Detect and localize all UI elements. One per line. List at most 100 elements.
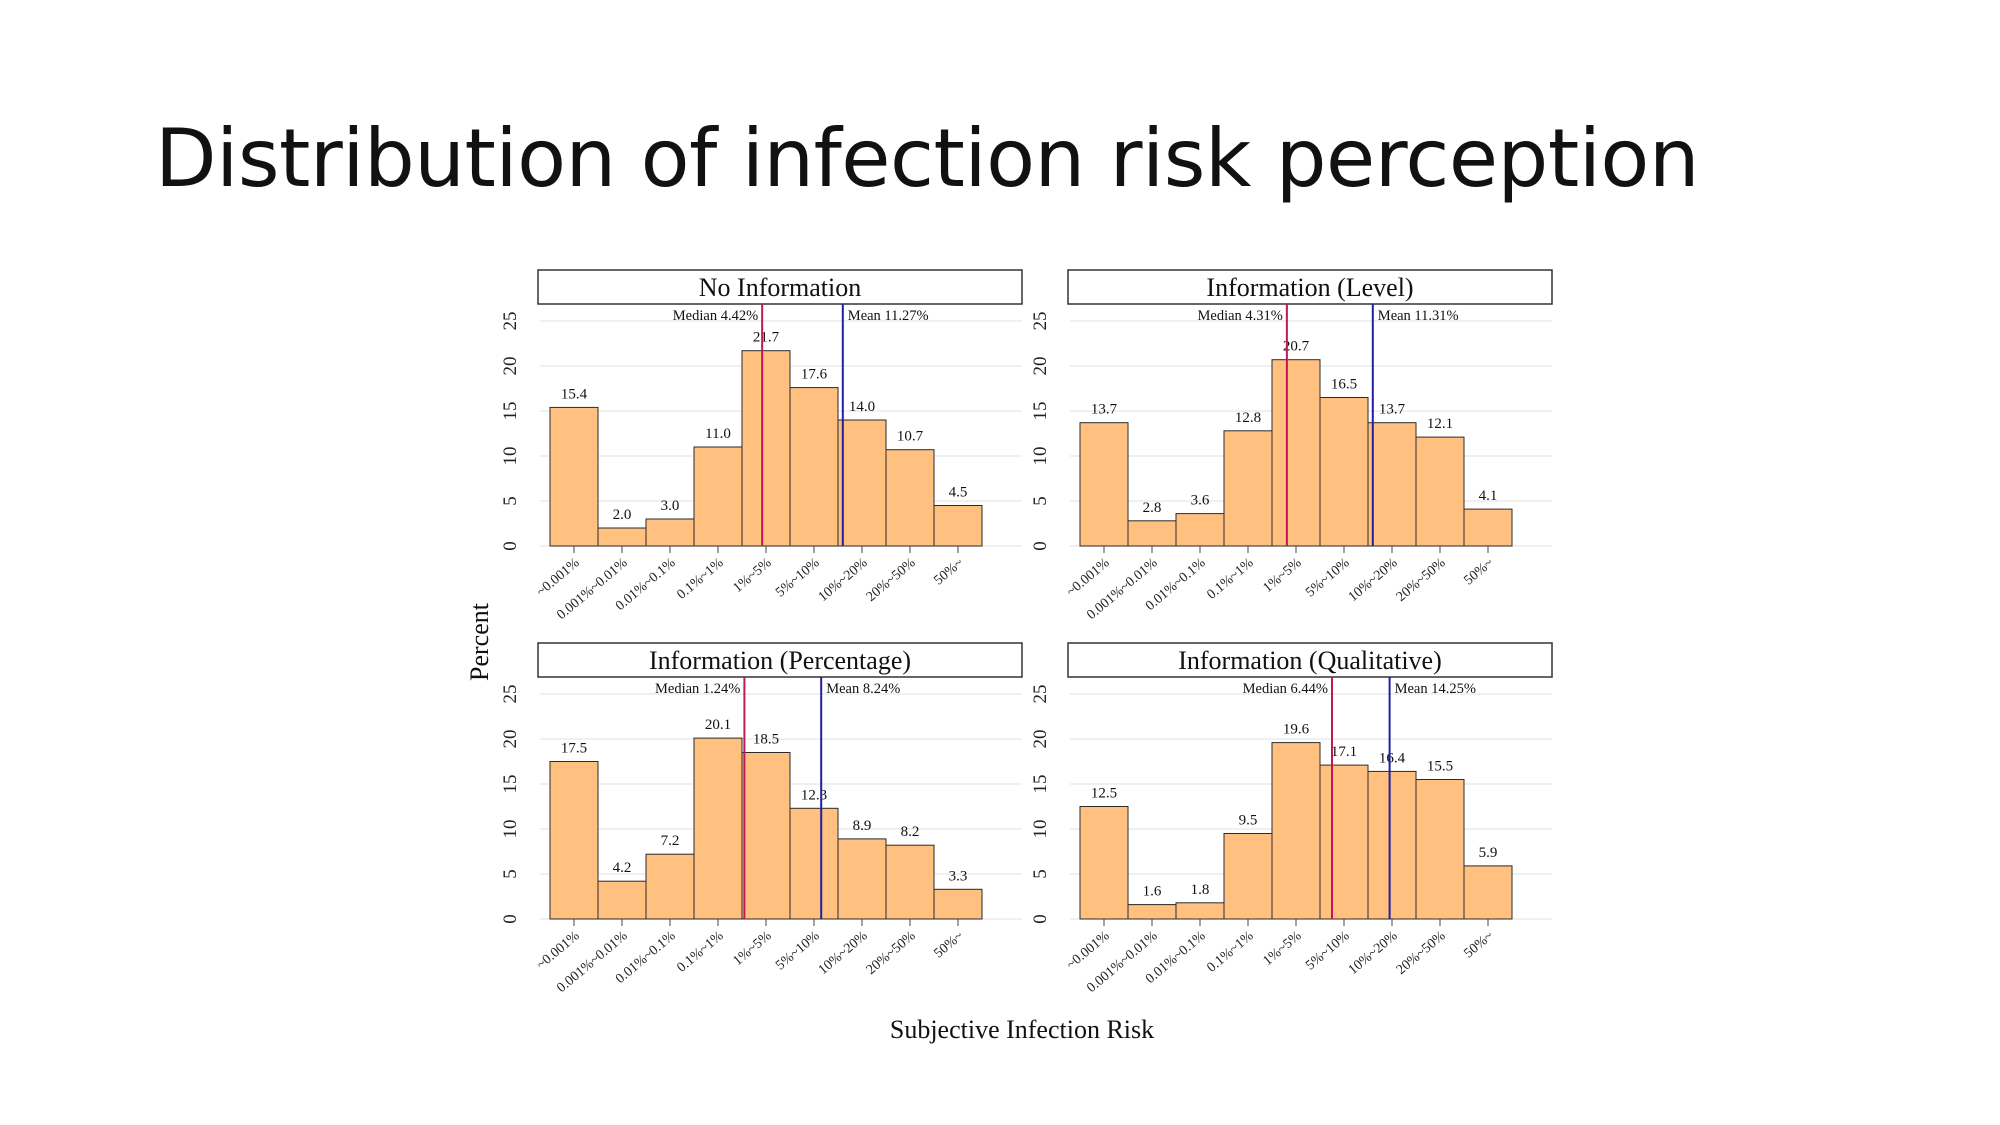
bar-value-label: 2.8 [1143, 500, 1162, 516]
bar [933, 505, 983, 547]
bar-value-label: 3.3 [949, 868, 968, 884]
bar [549, 761, 599, 920]
bar [837, 838, 887, 920]
x-tick-label: 0.1%~1% [674, 555, 726, 602]
panel-title: Information (Qualitative) [1178, 646, 1442, 675]
bar [1463, 508, 1513, 547]
bar [1463, 865, 1513, 920]
x-tick-label: 20%~50% [864, 555, 919, 605]
y-tick-label: 25 [500, 312, 521, 331]
bar [1415, 436, 1465, 547]
y-tick-label: 15 [1030, 402, 1051, 421]
x-tick-label: 0.1%~1% [1204, 555, 1256, 602]
y-tick-label: 20 [1030, 730, 1051, 749]
bar [1223, 833, 1273, 920]
bar-value-label: 17.5 [561, 741, 587, 757]
bar [1223, 430, 1273, 547]
bar-value-label: 13.7 [1379, 402, 1406, 418]
bar [693, 737, 743, 920]
bar [1367, 770, 1417, 920]
bar-value-label: 20.7 [1283, 339, 1310, 355]
panel-2: Information (Level)051015202513.7~0.001%… [1030, 269, 1553, 623]
y-tick-label: 10 [500, 820, 521, 839]
x-tick-label: 0.1%~1% [674, 928, 726, 975]
bar-value-label: 10.7 [897, 429, 924, 445]
bar [645, 518, 695, 547]
x-tick-label: 1%~5% [1261, 928, 1305, 969]
y-tick-label: 20 [500, 357, 521, 376]
bar-value-label: 13.7 [1091, 402, 1118, 418]
x-tick-label: 10%~20% [1346, 555, 1401, 605]
bar-value-label: 4.1 [1479, 488, 1498, 504]
panel-title: Information (Percentage) [649, 646, 911, 675]
y-tick-label: 0 [1030, 914, 1051, 924]
panel-title: No Information [699, 273, 861, 302]
bar [789, 807, 839, 920]
bar-value-label: 17.6 [801, 367, 828, 383]
y-tick-label: 20 [500, 730, 521, 749]
bar-value-label: 8.9 [853, 818, 872, 834]
slide-title: Distribution of infection risk perceptio… [155, 112, 1700, 205]
x-tick-label: 20%~50% [864, 928, 919, 978]
x-tick-label: 50%~ [1461, 555, 1496, 588]
median-label: Median 4.31% [1198, 308, 1283, 324]
bar-value-label: 2.0 [613, 507, 632, 523]
x-tick-label: 10%~20% [816, 928, 871, 978]
median-label: Median 1.24% [655, 681, 740, 697]
y-tick-label: 15 [500, 775, 521, 794]
bar-value-label: 21.7 [753, 330, 780, 346]
median-label: Median 4.42% [673, 308, 758, 324]
bar-value-label: 5.9 [1479, 845, 1498, 861]
y-tick-label: 10 [500, 447, 521, 466]
mean-label: Mean 11.27% [848, 308, 929, 324]
bar [1175, 902, 1225, 920]
bar-value-label: 4.5 [949, 485, 968, 501]
bar-value-label: 3.6 [1191, 493, 1210, 509]
bar-value-label: 12.5 [1091, 786, 1117, 802]
x-axis-label: Subjective Infection Risk [890, 1015, 1154, 1044]
panel-title: Information (Level) [1206, 273, 1413, 302]
x-tick-label: 50%~ [931, 928, 966, 961]
bar [1271, 742, 1321, 920]
y-tick-label: 20 [1030, 357, 1051, 376]
x-tick-label: 10%~20% [816, 555, 871, 605]
panel-header-box [1067, 269, 1553, 305]
bar [1415, 779, 1465, 920]
bar [1175, 513, 1225, 547]
x-tick-label: 1%~5% [1261, 555, 1305, 596]
bar [789, 387, 839, 547]
bar [837, 419, 887, 547]
y-tick-label: 5 [1030, 496, 1051, 506]
bar-value-label: 7.2 [661, 833, 680, 849]
bar-value-label: 15.5 [1427, 759, 1453, 775]
bar-value-label: 16.5 [1331, 377, 1357, 393]
bar [597, 527, 647, 547]
panel-header-box [1067, 642, 1553, 678]
x-tick-label: 20%~50% [1394, 928, 1449, 978]
bar [1271, 359, 1321, 547]
y-tick-label: 5 [500, 869, 521, 879]
y-tick-label: 25 [500, 685, 521, 704]
bar [885, 844, 935, 920]
panel-4: Information (Qualitative)051015202512.5~… [1030, 642, 1553, 996]
bar-value-label: 12.1 [1427, 416, 1453, 432]
y-tick-label: 0 [500, 541, 521, 551]
x-tick-label: 50%~ [1461, 928, 1496, 961]
bar [549, 406, 599, 547]
y-tick-label: 10 [1030, 447, 1051, 466]
bar-value-label: 12.3 [801, 787, 827, 803]
mean-label: Mean 14.25% [1395, 681, 1476, 697]
x-tick-label: 1%~5% [731, 555, 775, 596]
bar [1127, 904, 1177, 920]
mean-label: Mean 11.31% [1378, 308, 1459, 324]
y-tick-label: 15 [1030, 775, 1051, 794]
bar [885, 449, 935, 547]
bar-value-label: 9.5 [1239, 813, 1258, 829]
y-tick-label: 15 [500, 402, 521, 421]
panel-header-box [537, 642, 1023, 678]
bar [1319, 764, 1369, 920]
y-tick-label: 5 [500, 496, 521, 506]
bar-value-label: 20.1 [705, 717, 731, 733]
bar-value-label: 12.8 [1235, 410, 1261, 426]
bar-value-label: 3.0 [661, 498, 680, 514]
